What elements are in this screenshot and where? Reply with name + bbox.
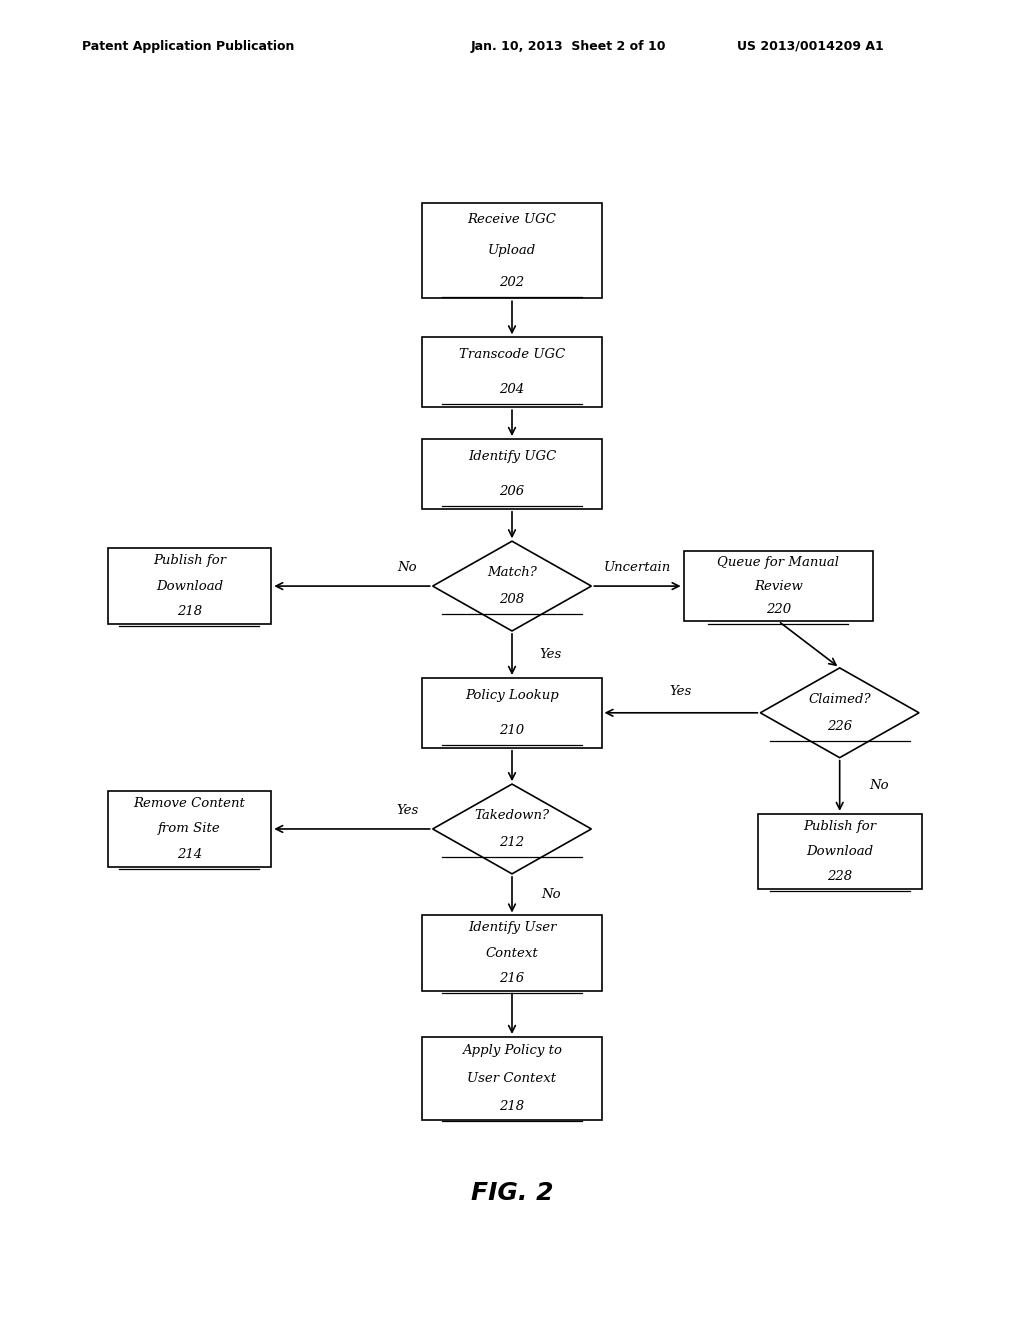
Text: No: No	[868, 779, 889, 792]
Text: 226: 226	[827, 719, 852, 733]
Text: Patent Application Publication: Patent Application Publication	[82, 40, 294, 53]
Text: Remove Content: Remove Content	[133, 797, 246, 810]
Text: Yes: Yes	[540, 648, 562, 661]
Bar	[422, 337, 601, 407]
Bar	[758, 813, 922, 890]
Text: 210: 210	[500, 723, 524, 737]
Text: FIG. 2: FIG. 2	[471, 1181, 553, 1205]
Text: Receive UGC: Receive UGC	[468, 213, 556, 226]
Text: 202: 202	[500, 276, 524, 289]
Text: Transcode UGC: Transcode UGC	[459, 348, 565, 362]
Text: Yes: Yes	[670, 685, 692, 698]
Text: Identify User: Identify User	[468, 921, 556, 935]
Text: 216: 216	[500, 972, 524, 985]
Text: 214: 214	[177, 847, 202, 861]
Polygon shape	[760, 668, 920, 758]
Text: 208: 208	[500, 593, 524, 606]
Bar	[422, 1038, 601, 1119]
Text: Takedown?: Takedown?	[474, 809, 550, 822]
Text: No: No	[397, 561, 417, 574]
Text: Download: Download	[806, 845, 873, 858]
Text: Review: Review	[754, 579, 803, 593]
Text: 212: 212	[500, 836, 524, 849]
Text: 218: 218	[500, 1100, 524, 1113]
Text: Queue for Manual: Queue for Manual	[717, 556, 840, 569]
Text: 220: 220	[766, 603, 791, 616]
Bar	[422, 203, 601, 298]
Polygon shape	[432, 541, 592, 631]
Bar	[422, 678, 601, 747]
Bar	[422, 438, 601, 508]
Text: User Context: User Context	[467, 1072, 557, 1085]
Text: Jan. 10, 2013  Sheet 2 of 10: Jan. 10, 2013 Sheet 2 of 10	[471, 40, 667, 53]
Text: Publish for: Publish for	[153, 554, 226, 568]
Text: 206: 206	[500, 484, 524, 498]
Polygon shape	[432, 784, 592, 874]
Bar	[422, 916, 601, 990]
Text: Match?: Match?	[487, 566, 537, 579]
Text: Uncertain: Uncertain	[604, 561, 671, 574]
Text: No: No	[541, 888, 561, 902]
Bar	[684, 552, 872, 620]
Text: from Site: from Site	[158, 822, 221, 836]
Text: 204: 204	[500, 383, 524, 396]
Bar	[108, 548, 271, 623]
Text: Publish for: Publish for	[803, 820, 877, 833]
Text: 228: 228	[827, 870, 852, 883]
Text: Download: Download	[156, 579, 223, 593]
Bar	[108, 792, 271, 867]
Text: Upload: Upload	[487, 244, 537, 257]
Text: Context: Context	[485, 946, 539, 960]
Text: Policy Lookup: Policy Lookup	[465, 689, 559, 702]
Text: 218: 218	[177, 605, 202, 618]
Text: Apply Policy to: Apply Policy to	[462, 1044, 562, 1057]
Text: Yes: Yes	[396, 804, 418, 817]
Text: Claimed?: Claimed?	[808, 693, 871, 706]
Text: US 2013/0014209 A1: US 2013/0014209 A1	[737, 40, 884, 53]
Text: Identify UGC: Identify UGC	[468, 450, 556, 463]
